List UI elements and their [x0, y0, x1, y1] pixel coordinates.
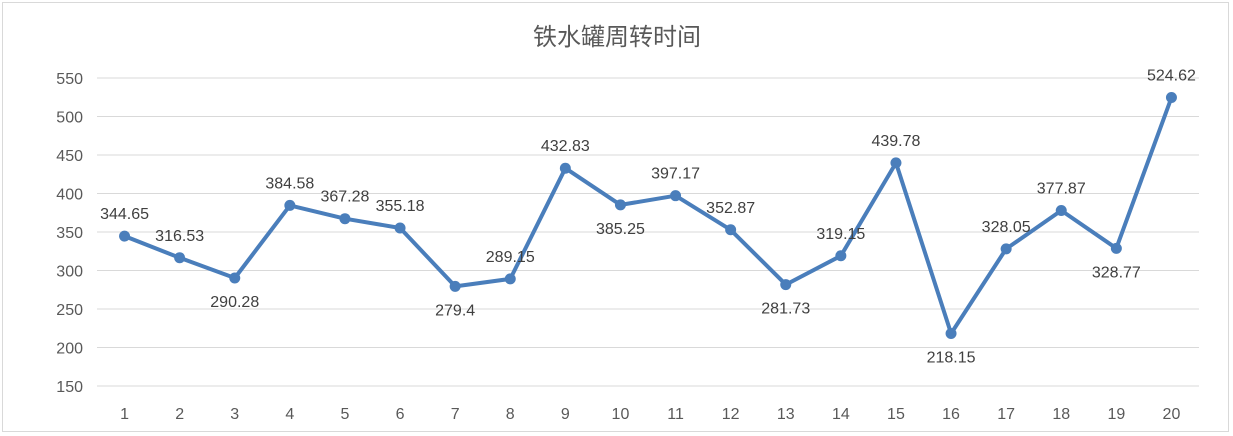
- x-tick-label: 19: [1107, 406, 1125, 423]
- data-label: 384.58: [265, 175, 314, 192]
- y-tick-label: 150: [56, 379, 83, 396]
- x-tick-label: 5: [340, 406, 349, 423]
- data-label: 316.53: [155, 228, 204, 245]
- data-point: [945, 328, 957, 340]
- x-tick-label: 6: [396, 406, 405, 423]
- x-tick-label: 4: [285, 406, 294, 423]
- x-tick-label: 15: [887, 406, 905, 423]
- data-points: [119, 92, 1177, 340]
- series-line-layer: [122, 95, 1174, 336]
- data-label: 279.4: [435, 302, 475, 319]
- y-tick-label: 400: [56, 187, 83, 204]
- data-point: [119, 230, 131, 242]
- data-point: [835, 250, 847, 262]
- data-point: [229, 272, 241, 284]
- x-tick-label: 13: [777, 406, 795, 423]
- x-tick-label: 10: [612, 406, 630, 423]
- data-label: 352.87: [706, 200, 755, 217]
- data-label: 289.15: [486, 249, 535, 266]
- y-tick-label: 500: [56, 110, 83, 127]
- data-point: [449, 280, 461, 292]
- y-tick-label: 350: [56, 225, 83, 242]
- data-label: 367.28: [320, 189, 369, 206]
- y-tick-label: 450: [56, 148, 83, 165]
- x-tick-label: 2: [175, 406, 184, 423]
- data-point: [670, 190, 682, 202]
- x-tick-label: 7: [451, 406, 460, 423]
- data-label: 524.62: [1147, 68, 1196, 85]
- data-point: [504, 273, 516, 285]
- x-tick-label: 11: [667, 406, 684, 423]
- y-tick-label: 200: [56, 341, 83, 358]
- y-tick-label: 300: [56, 264, 83, 281]
- data-point: [1165, 92, 1177, 104]
- data-label: 344.65: [100, 206, 149, 223]
- data-label: 377.87: [1037, 181, 1086, 198]
- data-label: 328.77: [1092, 264, 1141, 281]
- x-axis-ticks: 1 2 3 4 5 6 7 8 9 10 11 12 13 14 15 16 17 18 19 20: [120, 406, 1180, 423]
- data-point: [780, 279, 792, 291]
- data-point: [339, 213, 351, 225]
- y-tick-label: 550: [56, 71, 83, 88]
- data-label: 385.25: [596, 221, 645, 238]
- data-point: [174, 252, 186, 264]
- data-labels: 344.65 316.53 290.28 384.58 367.28 355.18 279.…: [100, 68, 1196, 367]
- x-tick-label: 8: [506, 406, 515, 423]
- x-tick-label: 18: [1052, 406, 1070, 423]
- x-tick-label: 17: [997, 406, 1015, 423]
- x-tick-label: 14: [832, 406, 850, 423]
- data-point: [1055, 205, 1067, 217]
- data-label: 218.15: [927, 350, 976, 367]
- data-point: [725, 224, 737, 236]
- data-point: [1110, 242, 1122, 254]
- x-tick-label: 1: [120, 406, 129, 423]
- x-tick-label: 16: [942, 406, 960, 423]
- data-point: [890, 157, 902, 169]
- x-tick-label: 12: [722, 406, 740, 423]
- y-axis-ticks: 150 200 250 300 350 400 450 500 550: [56, 71, 83, 396]
- data-point: [614, 199, 626, 211]
- data-point: [1000, 243, 1012, 255]
- data-label: 328.05: [982, 219, 1031, 236]
- data-label: 355.18: [376, 198, 425, 215]
- chart-title: 铁水罐周转时间: [533, 23, 701, 51]
- data-point: [394, 222, 406, 234]
- data-label: 397.17: [651, 166, 700, 183]
- data-label: 319.15: [816, 226, 865, 243]
- data-point: [284, 199, 296, 211]
- series-line: [122, 95, 1174, 336]
- x-tick-label: 20: [1163, 406, 1181, 423]
- data-label: 439.78: [871, 133, 920, 150]
- x-tick-label: 9: [561, 406, 570, 423]
- data-point: [559, 162, 571, 174]
- data-label: 432.83: [541, 138, 590, 155]
- x-tick-label: 3: [230, 406, 239, 423]
- data-label: 281.73: [761, 301, 810, 318]
- y-tick-label: 250: [56, 302, 83, 319]
- data-label: 290.28: [210, 294, 259, 311]
- gridlines: [97, 77, 1199, 387]
